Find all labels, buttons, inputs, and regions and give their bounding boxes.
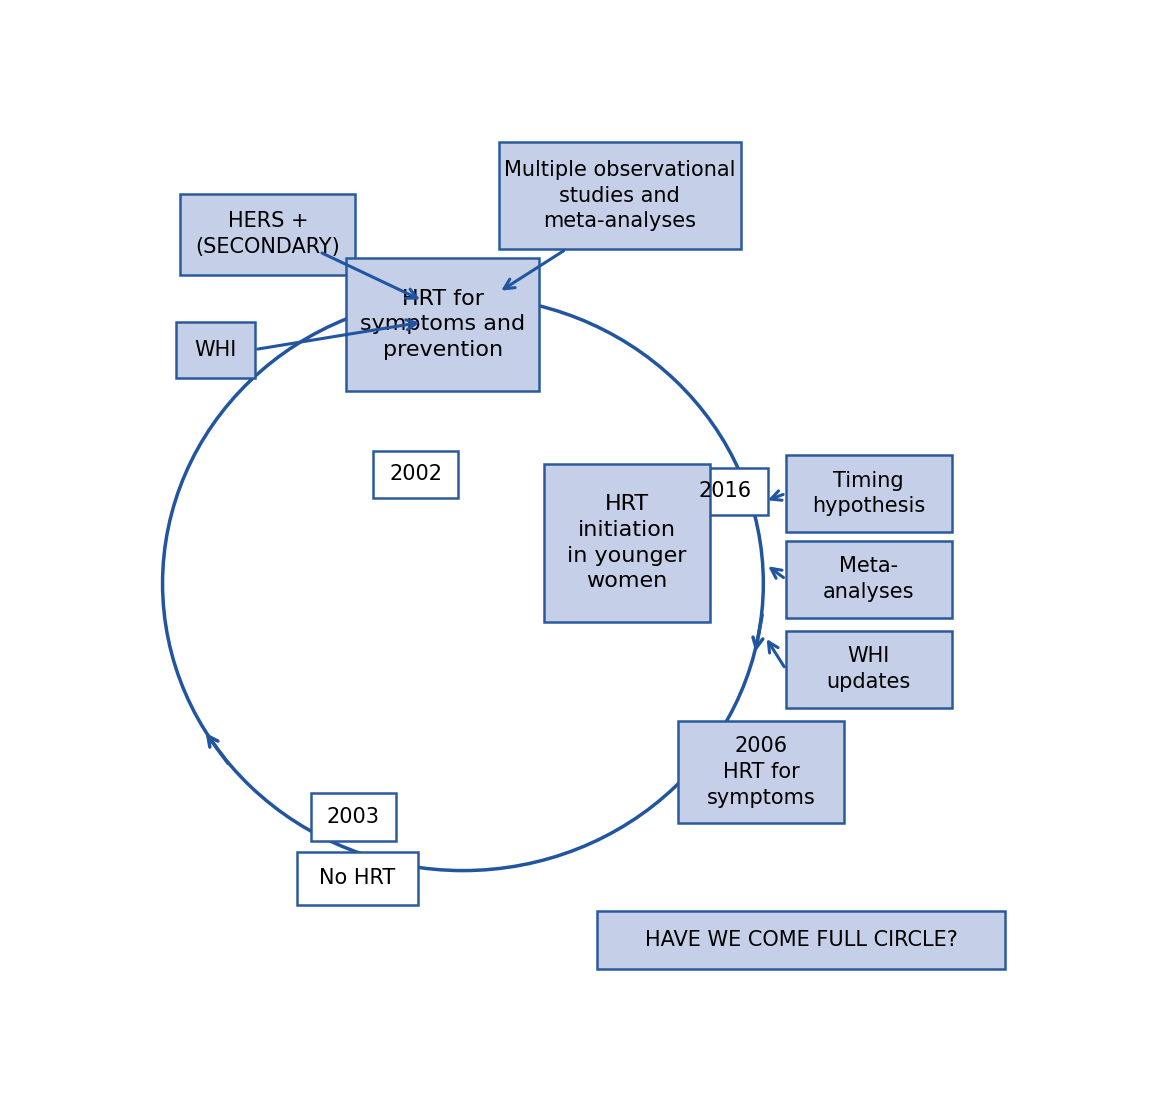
FancyBboxPatch shape [678,720,843,824]
Text: 2016: 2016 [699,481,752,501]
FancyBboxPatch shape [346,258,539,391]
FancyBboxPatch shape [176,322,255,377]
Text: WHI: WHI [194,339,236,359]
FancyBboxPatch shape [499,142,740,249]
Text: HRT
initiation
in younger
women: HRT initiation in younger women [567,494,686,591]
Text: 2006
HRT for
symptoms: 2006 HRT for symptoms [707,737,816,808]
FancyBboxPatch shape [310,794,396,840]
Text: HERS +
(SECONDARY): HERS + (SECONDARY) [196,211,340,257]
Text: Multiple observational
studies and
meta-analyses: Multiple observational studies and meta-… [504,160,736,232]
FancyBboxPatch shape [786,455,951,532]
Text: WHI
updates: WHI updates [826,647,911,692]
Text: Timing
hypothesis: Timing hypothesis [812,471,926,516]
FancyBboxPatch shape [297,851,418,905]
FancyBboxPatch shape [786,631,951,708]
Text: 2003: 2003 [326,807,379,827]
Text: Meta-
analyses: Meta- analyses [823,556,914,602]
FancyBboxPatch shape [597,910,1005,969]
FancyBboxPatch shape [544,463,709,622]
Text: HAVE WE COME FULL CIRCLE?: HAVE WE COME FULL CIRCLE? [644,930,958,951]
FancyBboxPatch shape [786,541,951,618]
Text: HRT for
symptoms and
prevention: HRT for symptoms and prevention [360,288,525,359]
Text: 2002: 2002 [390,464,442,484]
FancyBboxPatch shape [374,451,458,498]
Text: No HRT: No HRT [319,868,396,888]
FancyBboxPatch shape [683,467,768,515]
FancyBboxPatch shape [180,194,355,275]
